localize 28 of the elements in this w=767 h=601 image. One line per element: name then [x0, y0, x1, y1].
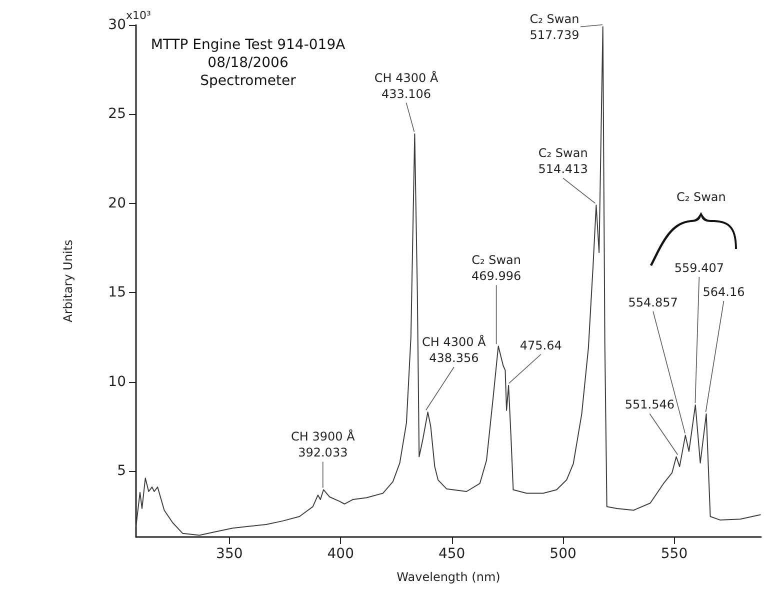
annotation: 551.546 — [624, 398, 675, 412]
x-tick-label: 500 — [550, 546, 576, 562]
y-tick-label: 25 — [108, 106, 126, 122]
annotation: C₂ Swan 514.413 — [538, 146, 588, 176]
annotation: 564.16 — [702, 284, 745, 299]
text: x10³ — [126, 9, 151, 22]
y-axis-title: Arbitary Units — [61, 240, 75, 322]
annotation: CH 4300 Å 438.356 — [422, 334, 487, 366]
x-tick-label: 400 — [327, 546, 354, 562]
y-tick-label: 15 — [108, 284, 126, 301]
y-tick-label: 10 — [108, 374, 126, 390]
annotation: 559.407 — [674, 260, 724, 275]
x-axis-title: Wavelength (nm) — [396, 570, 500, 584]
y-tick-label: 30 — [108, 17, 126, 33]
annotation: CH 4300 Å 433.106 — [374, 70, 439, 101]
annotation: 475.64 — [520, 338, 562, 352]
y-tick-label: 20 — [108, 195, 126, 212]
x-tick-label: 350 — [216, 546, 243, 562]
y-tick-label: 5 — [117, 462, 126, 479]
x-tick-label: 450 — [438, 546, 466, 562]
text: MTTP Engine Test 914-019A — [150, 37, 346, 53]
annotation: C₂ Swan — [676, 190, 726, 204]
annotation: C₂ Swan 469.996 — [472, 253, 522, 284]
text: 08/18/2006 Spectrometer — [200, 55, 296, 89]
x-tick-label: 550 — [660, 546, 688, 562]
annotation: C₂ Swan 517.739 — [530, 12, 580, 42]
annotation: CH 3900 Å 392.033 — [291, 428, 356, 460]
annotation: 554.857 — [628, 295, 678, 310]
